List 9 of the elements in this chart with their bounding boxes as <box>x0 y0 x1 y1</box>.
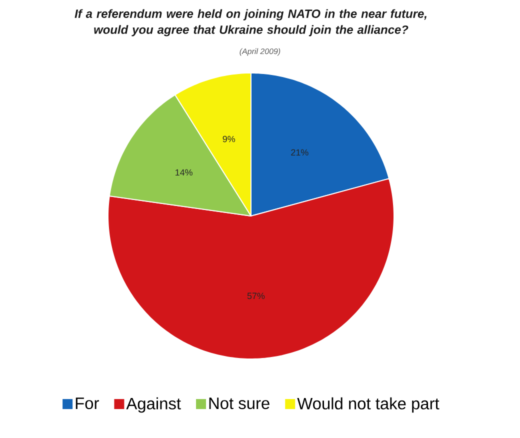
legend-label: Against <box>126 397 181 413</box>
data-label: 57% <box>247 292 265 300</box>
data-label: 21% <box>291 149 308 156</box>
data-label: 14% <box>176 169 192 176</box>
data-label: 9% <box>222 136 236 142</box>
chart-title: If a referendum were held on joining NATO in the near future, would you agree that Ukraine should join the alliance? <box>74 9 426 36</box>
legend-label: Not sure <box>209 398 270 410</box>
legend-label: For <box>76 398 99 410</box>
legend-label: Would not take part <box>297 397 440 413</box>
